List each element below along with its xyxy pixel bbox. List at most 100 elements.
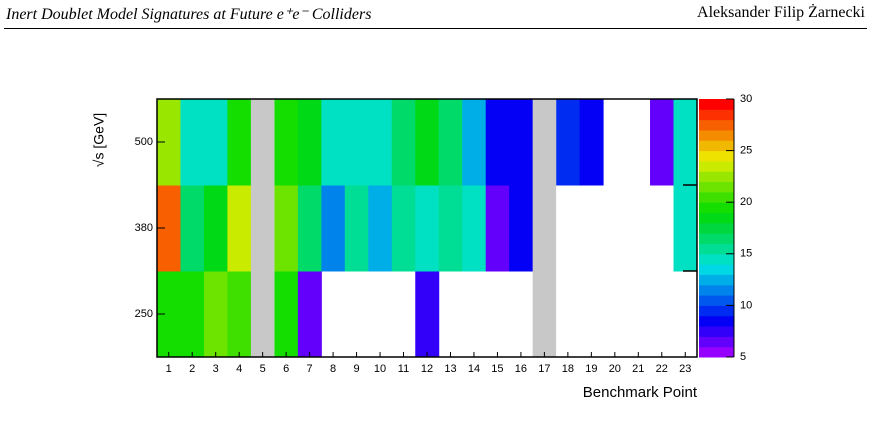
colorbar-band (699, 119, 734, 131)
colorbar-band (699, 212, 734, 224)
colorbar-tick-label: 25 (740, 145, 752, 157)
colorbar-tick-label: 10 (740, 299, 752, 311)
colorbar-tick-label: 15 (740, 248, 752, 260)
heatmap-cell (650, 99, 675, 186)
heatmap-cell (157, 271, 181, 358)
x-tick-label: 6 (283, 363, 289, 375)
heatmap-cell (415, 271, 440, 358)
heatmap-cell (368, 99, 393, 186)
y-tick-label: 500 (135, 136, 153, 148)
heatmap-cell (297, 185, 322, 272)
x-tick-label: 3 (213, 363, 219, 375)
heatmap-cell (344, 185, 369, 272)
heatmap-cell (180, 271, 205, 358)
x-tick-label: 21 (632, 363, 644, 375)
heatmap-cell (344, 99, 369, 186)
heatmap-cell (579, 99, 604, 186)
heatmap-cell (203, 185, 228, 272)
header-author: Aleksander Filip Żarnecki (697, 4, 865, 21)
heatmap-cell (673, 185, 698, 272)
colorbar-band (699, 233, 734, 244)
colorbar-band (699, 181, 734, 193)
colorbar-band (699, 295, 734, 306)
colorbar-band (699, 191, 734, 203)
heatmap-cell (227, 99, 252, 186)
heatmap-cell (415, 99, 440, 186)
colorbar-band (699, 150, 734, 162)
x-tick-label: 11 (398, 363, 409, 375)
heatmap-cell (485, 185, 510, 272)
x-tick-label: 1 (166, 363, 172, 375)
heatmap-cell (438, 99, 463, 186)
heatmap-cell (509, 185, 534, 272)
x-tick-label: 17 (538, 363, 550, 375)
heatmap-cell (227, 185, 252, 272)
header-rule (4, 28, 867, 29)
excluded-column (250, 99, 275, 357)
colorbar-band (699, 99, 734, 110)
colorbar-band (699, 284, 734, 296)
x-tick-label: 20 (609, 363, 621, 375)
x-tick-label: 15 (491, 363, 503, 375)
colorbar-band (699, 253, 734, 265)
x-tick-label: 10 (374, 363, 386, 375)
colorbar-band (699, 346, 734, 358)
header-title: Inert Doublet Model Signatures at Future… (6, 6, 372, 23)
heatmap-cell (556, 99, 581, 186)
x-tick-label: 14 (468, 363, 480, 375)
x-axis-label: Benchmark Point (583, 384, 698, 401)
y-tick-label: 250 (135, 308, 153, 320)
heatmap-cell (673, 99, 698, 186)
heatmap-cell (321, 99, 346, 186)
colorbar-band (699, 222, 734, 234)
heatmap-cell (462, 185, 487, 272)
y-axis-label: √s [GeV] (91, 113, 107, 167)
y-tick-label: 380 (135, 222, 153, 234)
heatmap-cell (297, 99, 322, 186)
heatmap-cell (462, 99, 487, 186)
x-tick-label: 18 (562, 363, 574, 375)
heatmap-cell (157, 99, 181, 186)
colorbar-band (699, 160, 734, 172)
colorbar-tick-label: 20 (740, 196, 752, 208)
heatmap-cell (274, 99, 299, 186)
x-tick-label: 23 (679, 363, 691, 375)
colorbar-band (699, 129, 734, 141)
heatmap-cell (509, 99, 534, 186)
x-tick-label: 2 (189, 363, 195, 375)
heatmap-cell (203, 271, 228, 358)
heatmap-cell (391, 99, 416, 186)
colorbar-band (699, 336, 734, 348)
colorbar-band (699, 305, 734, 317)
colorbar-band (699, 264, 734, 275)
x-tick-label: 22 (656, 363, 668, 375)
x-tick-label: 16 (515, 363, 527, 375)
heatmap-cell (297, 271, 322, 358)
colorbar-band (699, 202, 734, 214)
x-tick-label: 7 (307, 363, 313, 375)
colorbar-band (699, 243, 734, 255)
heatmap-cell (438, 185, 463, 272)
x-tick-label: 12 (421, 363, 433, 375)
colorbar-band (699, 140, 734, 152)
colorbar-tick-label: 5 (740, 351, 746, 363)
x-tick-label: 13 (444, 363, 456, 375)
heatmap-cell (321, 185, 346, 272)
heatmap-cell (368, 185, 393, 272)
x-tick-label: 5 (260, 363, 266, 375)
x-tick-label: 19 (585, 363, 597, 375)
heatmap-cell (227, 271, 252, 358)
heatmap-cell (180, 185, 205, 272)
colorbar-band (699, 315, 734, 327)
colorbar-band (699, 109, 734, 121)
heatmap-cell (180, 99, 205, 186)
x-tick-label: 4 (236, 363, 242, 375)
colorbar-band (699, 326, 734, 337)
x-tick-label: 9 (354, 363, 360, 375)
excluded-column (532, 99, 557, 357)
x-tick-label: 8 (330, 363, 336, 375)
heatmap-cell (274, 271, 299, 358)
heatmap-cell (203, 99, 228, 186)
heatmap-cell (485, 99, 510, 186)
